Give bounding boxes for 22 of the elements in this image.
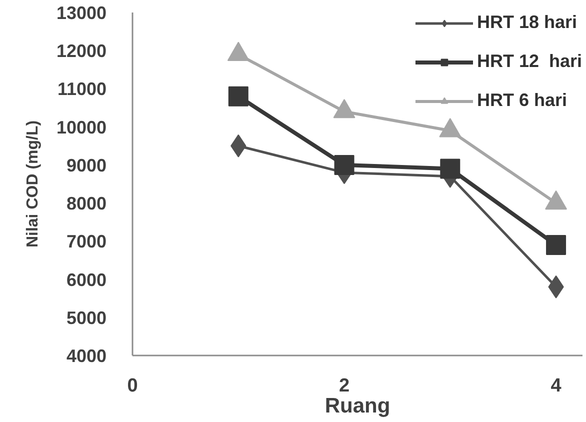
y-tick-label: 13000	[56, 3, 107, 23]
legend-label: HRT 18 hari	[476, 12, 577, 33]
y-tick-label: 4000	[66, 346, 107, 366]
legend-label: HRT 6 hari	[476, 90, 567, 111]
y-tick-label: 11000	[57, 79, 106, 100]
y-tick-label: 10000	[56, 117, 107, 138]
point	[546, 234, 566, 255]
legend-label: HRT 12 hari	[476, 51, 582, 72]
x-tick-label: 4	[550, 376, 562, 396]
y-tick-label: 9000	[66, 155, 107, 176]
point	[228, 86, 248, 106]
y-tick-label: 5000	[66, 308, 107, 328]
y-tick-label: 12000	[56, 41, 107, 62]
y-axis-title: Nilai COD (mg/L)	[24, 120, 42, 248]
y-tick-label: 7000	[66, 232, 107, 252]
point	[334, 154, 354, 175]
point	[440, 158, 460, 179]
x-tick-label: 0	[127, 376, 138, 396]
y-tick-label: 8000	[66, 194, 107, 214]
x-tick-label: 2	[338, 376, 350, 396]
x-axis-title: Ruang	[324, 394, 390, 418]
y-tick-label: 6000	[66, 270, 107, 290]
